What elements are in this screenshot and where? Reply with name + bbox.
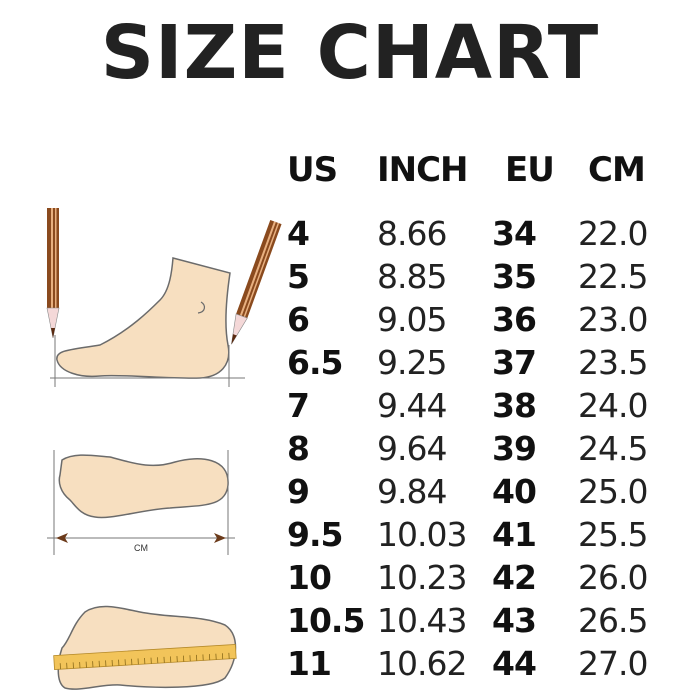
measure-label: CM — [134, 543, 148, 553]
cell-cm: 25.5 — [578, 515, 648, 554]
cell-us: 4 — [287, 214, 310, 253]
cell-cm: 22.5 — [578, 257, 648, 296]
cell-inch: 8.85 — [377, 257, 447, 296]
column-header-cm: CM — [588, 150, 646, 190]
column-header-eu: EU — [505, 150, 555, 190]
cell-eu: 36 — [492, 300, 537, 339]
arrow-left-icon — [56, 533, 68, 543]
cell-eu: 42 — [492, 558, 537, 597]
cell-eu: 44 — [492, 644, 537, 683]
ruler-icon — [53, 644, 237, 670]
cell-us: 10.5 — [287, 601, 365, 640]
column-header-inch: INCH — [377, 150, 469, 190]
cell-inch: 9.05 — [377, 300, 447, 339]
cell-eu: 35 — [492, 257, 537, 296]
foot-top-view — [58, 454, 229, 519]
cell-cm: 25.0 — [578, 472, 648, 511]
cell-eu: 40 — [492, 472, 537, 511]
cell-us: 5 — [287, 257, 310, 296]
cell-cm: 23.0 — [578, 300, 648, 339]
cell-inch: 10.23 — [377, 558, 467, 597]
cell-inch: 10.43 — [377, 601, 467, 640]
cell-cm: 26.5 — [578, 601, 648, 640]
cell-inch: 10.62 — [377, 644, 467, 683]
cell-us: 9.5 — [287, 515, 343, 554]
cell-cm: 24.0 — [578, 386, 648, 425]
cell-cm: 23.5 — [578, 343, 648, 382]
cell-inch: 9.64 — [377, 429, 447, 468]
cell-cm: 22.0 — [578, 214, 648, 253]
cell-us: 11 — [287, 644, 332, 683]
cell-eu: 34 — [492, 214, 537, 253]
cell-us: 8 — [287, 429, 310, 468]
cell-eu: 43 — [492, 601, 537, 640]
cell-inch: 8.66 — [377, 214, 447, 253]
cell-cm: 24.5 — [578, 429, 648, 468]
cell-us: 9 — [287, 472, 310, 511]
cell-us: 6.5 — [287, 343, 343, 382]
cell-eu: 41 — [492, 515, 537, 554]
cell-us: 6 — [287, 300, 310, 339]
cell-eu: 39 — [492, 429, 537, 468]
page-title: SIZE CHART — [100, 10, 600, 96]
cell-cm: 27.0 — [578, 644, 648, 683]
cell-us: 7 — [287, 386, 310, 425]
cell-inch: 9.84 — [377, 472, 447, 511]
foot-side-view — [56, 257, 231, 379]
cell-eu: 37 — [492, 343, 537, 382]
cell-inch: 9.44 — [377, 386, 447, 425]
cell-us: 10 — [287, 558, 332, 597]
arrow-right-icon — [214, 533, 226, 543]
cell-eu: 38 — [492, 386, 537, 425]
column-header-us: US — [287, 150, 338, 190]
cell-cm: 26.0 — [578, 558, 648, 597]
pencil-right-icon — [231, 219, 282, 345]
cell-inch: 10.03 — [377, 515, 467, 554]
pencil-left-icon — [46, 208, 60, 339]
cell-inch: 9.25 — [377, 343, 447, 382]
